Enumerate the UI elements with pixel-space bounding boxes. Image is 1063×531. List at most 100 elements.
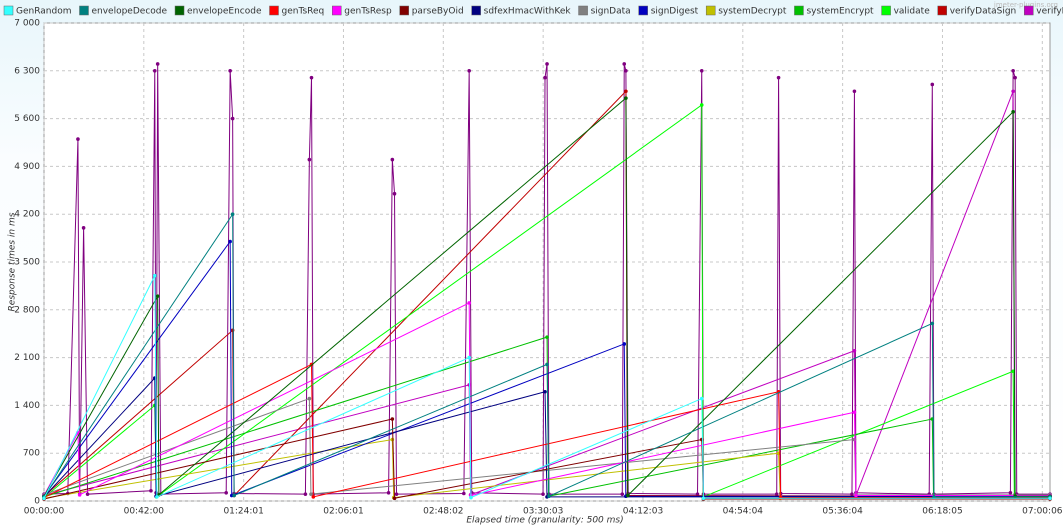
data-point <box>625 493 630 498</box>
data-point <box>42 496 46 501</box>
legend-label: validate <box>894 7 931 17</box>
data-point <box>541 492 545 496</box>
y-tick-label: 2 100 <box>14 353 40 363</box>
legend-swatch <box>937 5 947 16</box>
data-point <box>469 495 473 500</box>
data-point <box>545 362 549 367</box>
legend-label: signDigest <box>651 7 699 17</box>
data-point <box>776 75 781 80</box>
data-point <box>467 355 471 360</box>
data-point <box>390 417 395 421</box>
data-point <box>545 335 549 339</box>
series-line <box>43 397 1050 496</box>
data-point <box>699 69 704 73</box>
data-point <box>930 321 935 326</box>
data-point <box>392 191 397 196</box>
y-tick-label: 3 500 <box>14 258 40 268</box>
data-point <box>81 226 86 230</box>
legend-swatch <box>705 5 716 16</box>
x-tick-label: 02:48:02 <box>423 507 463 517</box>
y-tick-label: 6 300 <box>14 66 40 76</box>
series-line <box>43 239 1050 497</box>
legend-swatch <box>269 5 279 16</box>
data-point <box>307 157 312 162</box>
data-point <box>309 75 314 80</box>
data-point <box>392 496 397 501</box>
x-tick-label: 01:24:01 <box>223 507 263 517</box>
data-point <box>149 488 153 493</box>
data-point <box>311 495 316 499</box>
legend-label: systemDecrypt <box>718 7 787 17</box>
series-line <box>43 97 1050 497</box>
x-axis-label: Elapsed time (granularity: 500 ms) <box>466 516 623 526</box>
data-point <box>77 493 82 497</box>
x-tick-label: 02:06:01 <box>323 507 363 517</box>
legend-label: sdfexHmacWithKek <box>484 7 572 17</box>
series-line <box>43 363 1050 499</box>
data-point <box>699 103 704 107</box>
x-tick-label: 03:30:03 <box>523 507 563 517</box>
y-tick-label: 5 600 <box>14 114 40 124</box>
data-point <box>386 491 391 495</box>
legend-label: signData <box>591 7 631 17</box>
y-tick-label: 4 200 <box>14 210 40 220</box>
data-point <box>778 495 783 500</box>
data-point <box>620 492 625 496</box>
legend-swatch <box>174 5 185 16</box>
data-point <box>152 69 157 73</box>
data-point <box>1011 69 1015 73</box>
legend-swatch <box>638 5 648 16</box>
data-point <box>1013 494 1017 499</box>
y-tick-label: 1 400 <box>14 401 40 411</box>
data-point <box>1011 89 1015 94</box>
data-point <box>390 437 395 442</box>
data-point <box>232 493 236 498</box>
data-point <box>774 492 779 496</box>
data-point <box>155 495 159 499</box>
data-point <box>547 494 551 499</box>
data-point <box>850 492 854 496</box>
data-point <box>307 396 312 401</box>
y-tick-label: 700 <box>23 449 40 459</box>
data-point <box>467 69 471 73</box>
legend-swatch <box>794 5 804 16</box>
data-point <box>390 157 395 162</box>
data-point <box>695 492 700 496</box>
data-point <box>230 116 235 121</box>
data-point <box>854 493 858 498</box>
legend-swatch <box>3 5 14 16</box>
x-tick-label: 05:36:04 <box>822 507 863 517</box>
x-tick-label: 06:18:05 <box>922 507 962 517</box>
data-point <box>930 82 935 87</box>
legend-label: systemEncrypt <box>806 7 874 17</box>
legend-label: verifyDigestSign <box>1036 7 1063 17</box>
data-point <box>394 492 399 496</box>
y-axis-label: Response times in ms <box>8 212 18 311</box>
data-point <box>230 328 235 333</box>
x-tick-label: 00:00:00 <box>24 507 65 517</box>
data-point <box>462 491 466 496</box>
data-point <box>228 239 232 244</box>
legend-label: parseByOid <box>412 7 464 17</box>
x-tick-label: 00:42:00 <box>124 507 165 517</box>
series-line <box>43 275 1050 499</box>
data-point <box>230 212 235 216</box>
data-point <box>543 75 547 80</box>
data-point <box>228 69 232 73</box>
data-point <box>303 492 308 496</box>
watermark: jmeter-plugins.org <box>993 1 1058 9</box>
data-point <box>852 410 857 415</box>
legend-swatch <box>578 5 588 16</box>
data-point <box>622 342 627 346</box>
legend-swatch <box>881 5 891 16</box>
data-point <box>624 89 628 94</box>
y-tick-label: 4 900 <box>14 162 40 172</box>
data-point <box>852 89 857 94</box>
data-point <box>1048 496 1052 501</box>
x-tick-label: 04:54:04 <box>723 507 764 517</box>
y-tick-label: 7 000 <box>14 19 40 29</box>
data-point <box>467 301 471 305</box>
legend-label: genTsReq <box>282 7 325 17</box>
